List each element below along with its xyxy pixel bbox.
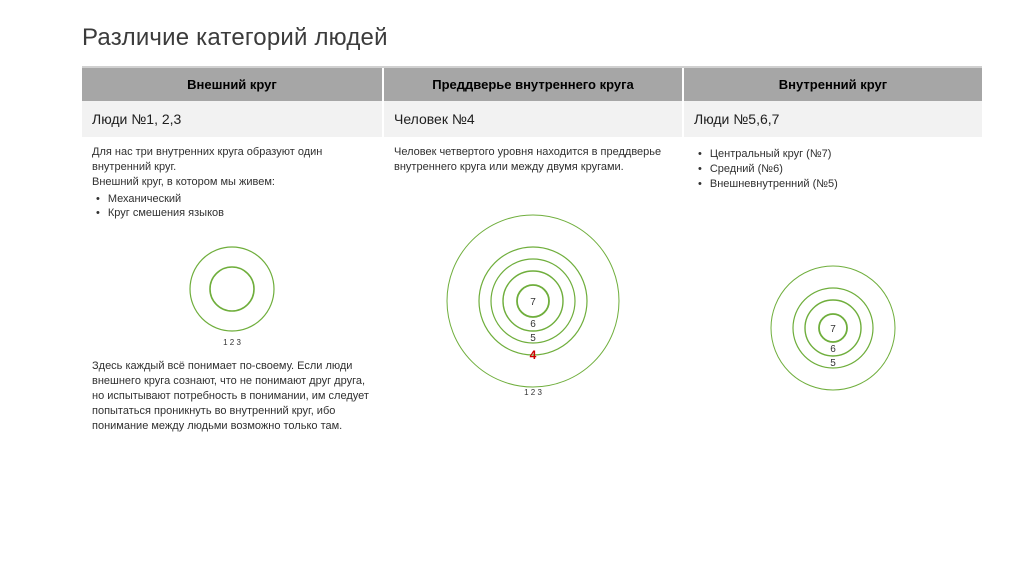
col1-bullet-1: Механический bbox=[96, 192, 372, 207]
col3-bullet-2: Средний (№6) bbox=[698, 162, 972, 177]
col1-intro: Для нас три внутренних круга образуют од… bbox=[92, 145, 372, 190]
slide-title: Различие категорий людей bbox=[82, 24, 982, 52]
svg-text:6: 6 bbox=[530, 319, 536, 330]
col3-bullets: Центральный круг (№7) Средний (№6) Внешн… bbox=[694, 147, 972, 192]
svg-text:6: 6 bbox=[830, 344, 836, 355]
svg-text:1 2 3: 1 2 3 bbox=[223, 338, 241, 347]
slide: Различие категорий людей Внешний круг Пр… bbox=[0, 0, 1024, 576]
svg-text:7: 7 bbox=[830, 324, 836, 335]
svg-text:5: 5 bbox=[530, 333, 536, 344]
header-outer: Внешний круг bbox=[82, 68, 382, 101]
col3-bullet-1: Центральный круг (№7) bbox=[698, 147, 972, 162]
content-grid: Внешний круг Преддверье внутреннего круг… bbox=[82, 66, 982, 437]
cell-outer: Для нас три внутренних круга образуют од… bbox=[82, 137, 382, 437]
svg-text:1 2 3: 1 2 3 bbox=[524, 388, 542, 397]
col2-diagram: 7 6 5 4 1 2 3 bbox=[394, 193, 672, 419]
col3-bullet-3: Внешневнутренний (№5) bbox=[698, 177, 972, 192]
col2-intro: Человек четвертого уровня находится в пр… bbox=[394, 145, 672, 175]
subheader-outer: Люди №1, 2,3 bbox=[82, 101, 382, 137]
svg-text:4: 4 bbox=[530, 348, 537, 362]
col3-diagram: 7 6 5 bbox=[694, 234, 972, 424]
subheader-inner: Люди №5,6,7 bbox=[682, 101, 982, 137]
svg-text:5: 5 bbox=[830, 358, 836, 369]
svg-text:7: 7 bbox=[530, 297, 536, 308]
col1-bullet-2: Круг смешения языков bbox=[96, 206, 372, 221]
header-inner: Внутренний круг bbox=[682, 68, 982, 101]
col1-below: Здесь каждый всё понимает по-своему. Есл… bbox=[92, 359, 372, 433]
col1-diagram: 1 2 3 bbox=[92, 227, 372, 355]
header-anteroom: Преддверье внутреннего круга bbox=[382, 68, 682, 101]
col1-bullets: Механический Круг смешения языков bbox=[92, 192, 372, 222]
cell-anteroom: Человек четвертого уровня находится в пр… bbox=[382, 137, 682, 437]
cell-inner: Центральный круг (№7) Средний (№6) Внешн… bbox=[682, 137, 982, 437]
subheader-anteroom: Человек №4 bbox=[382, 101, 682, 137]
